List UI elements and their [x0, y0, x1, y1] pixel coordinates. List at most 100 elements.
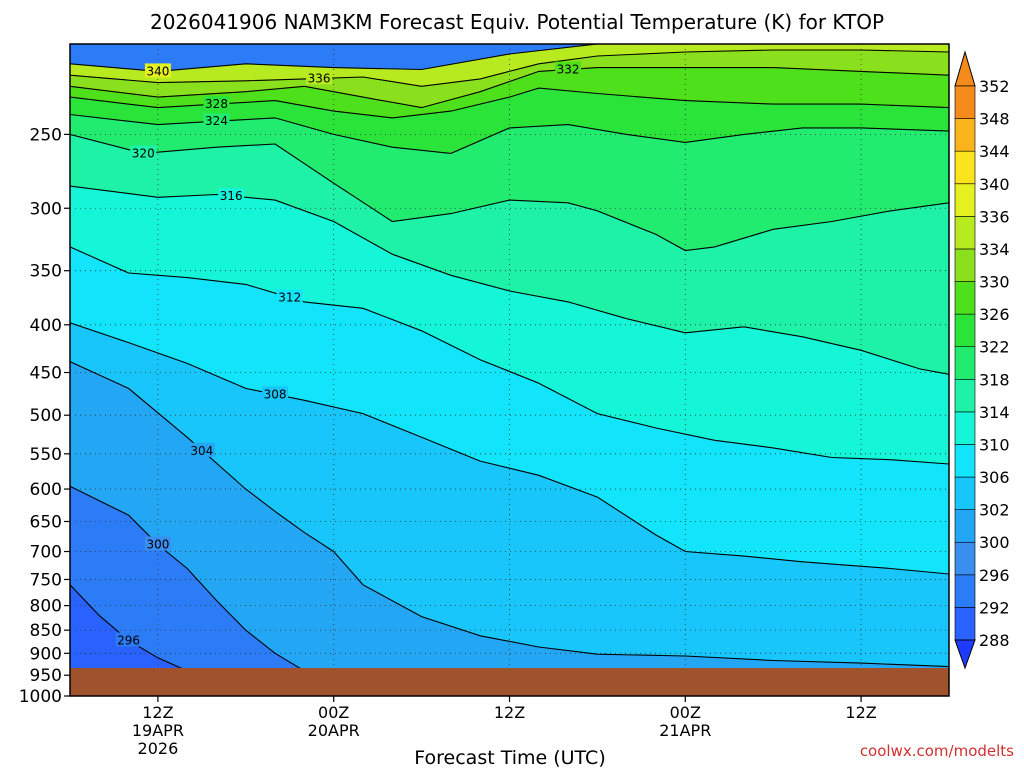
ytick-label-650: 650: [30, 512, 62, 532]
xtick-label-54-0: 12Z: [845, 703, 876, 722]
colorbar: 288 292 296 300 302 306 310 314 318 322 326 330 334 3…: [954, 50, 1010, 670]
contour-label-328: 328: [203, 96, 230, 111]
contour-label-336: 336: [306, 70, 333, 85]
contour-304: [70, 361, 949, 668]
field-below-296: [70, 584, 181, 668]
x-axis-label: Forecast Time (UTC): [414, 747, 605, 768]
contour-label-296: 296: [115, 632, 142, 648]
field-below-300: [70, 486, 300, 668]
colorbar-swatch-318: [954, 378, 976, 413]
contour-label-300: 300: [144, 536, 171, 552]
theta-e-color-field: [70, 44, 949, 668]
colorbar-min-arrow: [954, 639, 976, 670]
colorbar-label-326: 326: [979, 305, 1010, 324]
contour-label-324: 324: [203, 113, 230, 128]
contour-label-text-316: 316: [220, 189, 243, 203]
contour-340: [70, 44, 949, 72]
colorbar-label-310: 310: [979, 435, 1010, 454]
xtick-label-6-0: 12Z: [142, 703, 173, 722]
contour-324: [70, 113, 949, 154]
y-axis-ticks: 250 300 350 400 450 500 550 600 650 700 750 800 850 9…: [19, 125, 70, 707]
contour-label-text-336: 336: [308, 71, 331, 85]
contour-label-text-320: 320: [132, 146, 155, 160]
colorbar-label-314: 314: [979, 403, 1010, 422]
colorbar-swatch-314: [954, 411, 976, 445]
colorbar-max-arrow: [954, 50, 976, 87]
contour-label-text-332: 332: [557, 63, 580, 77]
colorbar-swatch-344: [954, 150, 976, 185]
xtick-label-6-2: 2026: [138, 739, 179, 758]
colorbar-label-348: 348: [979, 110, 1010, 129]
contour-label-308: 308: [262, 386, 289, 401]
contour-316: [70, 185, 949, 375]
ytick-label-700: 700: [30, 543, 62, 563]
contour-label-text-300: 300: [146, 538, 169, 552]
ytick-label-750: 750: [30, 570, 62, 590]
contour-labels: 340 336 332 328 324 320 316 312 308 304 300 296: [115, 61, 582, 648]
contour-308: [70, 322, 949, 575]
colorbar-swatch-330: [954, 281, 976, 315]
ytick-label-900: 900: [30, 644, 62, 664]
ytick-label-400: 400: [30, 316, 62, 336]
colorbar-swatch-336: [954, 216, 976, 250]
xtick-label-42-1: 21APR: [659, 721, 711, 740]
xtick-label-6-1: 19APR: [132, 721, 184, 740]
ytick-label-850: 850: [30, 621, 62, 641]
contour-label-text-304: 304: [190, 444, 213, 458]
contour-label-text-340: 340: [146, 64, 169, 78]
ytick-label-300: 300: [30, 199, 62, 219]
ground-below-surface: [70, 668, 949, 696]
source-credit: coolwx.com/modelts: [860, 742, 1014, 760]
contour-lines: [70, 44, 949, 668]
ytick-label-950: 950: [30, 666, 62, 686]
xtick-label-30-0: 12Z: [494, 703, 525, 722]
colorbar-swatch-322: [954, 346, 976, 380]
colorbar-label-330: 330: [979, 273, 1010, 292]
ytick-label-800: 800: [30, 597, 62, 617]
colorbar-swatch-326: [954, 313, 976, 348]
colorbar-swatch-292: [954, 607, 976, 641]
contour-label-340: 340: [144, 63, 171, 78]
xtick-label-42-0: 00Z: [670, 703, 701, 722]
colorbar-swatch-310: [954, 444, 976, 478]
colorbar-label-300: 300: [979, 533, 1010, 552]
colorbar-label-322: 322: [979, 338, 1010, 357]
colorbar-swatch-296: [954, 574, 976, 608]
contour-336: [70, 49, 949, 87]
colorbar-swatch-306: [954, 476, 976, 510]
ytick-label-550: 550: [30, 445, 62, 465]
colorbar-label-306: 306: [979, 468, 1010, 487]
contour-label-312: 312: [276, 289, 303, 305]
field-below-304: [70, 361, 949, 668]
colorbar-label-336: 336: [979, 207, 1010, 226]
colorbar-label-288: 288: [979, 631, 1010, 650]
colorbar-label-296: 296: [979, 566, 1010, 585]
colorbar-swatch-334: [954, 248, 976, 282]
ytick-label-500: 500: [30, 406, 62, 426]
contour-332: [70, 67, 949, 109]
xtick-label-18-0: 00Z: [318, 703, 349, 722]
colorbar-swatch-352: [954, 85, 976, 119]
ytick-label-600: 600: [30, 480, 62, 500]
contour-312: [70, 246, 949, 465]
ytick-label-1000: 1000: [19, 687, 62, 707]
contour-label-332: 332: [555, 61, 582, 77]
contour-296: [70, 584, 183, 668]
contour-300: [70, 485, 301, 668]
ytick-label-350: 350: [30, 262, 62, 282]
colorbar-label-292: 292: [979, 598, 1010, 617]
contour-label-text-308: 308: [264, 387, 287, 401]
colorbar-swatch-300: [954, 541, 976, 576]
contour-label-text-324: 324: [205, 114, 228, 128]
contour-label-304: 304: [188, 442, 215, 458]
colorbar-swatch-302: [954, 509, 976, 543]
chart-title: 2026041906 NAM3KM Forecast Equiv. Potent…: [150, 10, 884, 34]
ytick-label-450: 450: [30, 364, 62, 384]
colorbar-label-302: 302: [979, 501, 1010, 520]
contour-label-316: 316: [218, 187, 245, 203]
colorbar-label-318: 318: [979, 370, 1010, 389]
colorbar-label-334: 334: [979, 240, 1010, 259]
colorbar-swatch-340: [954, 183, 976, 217]
